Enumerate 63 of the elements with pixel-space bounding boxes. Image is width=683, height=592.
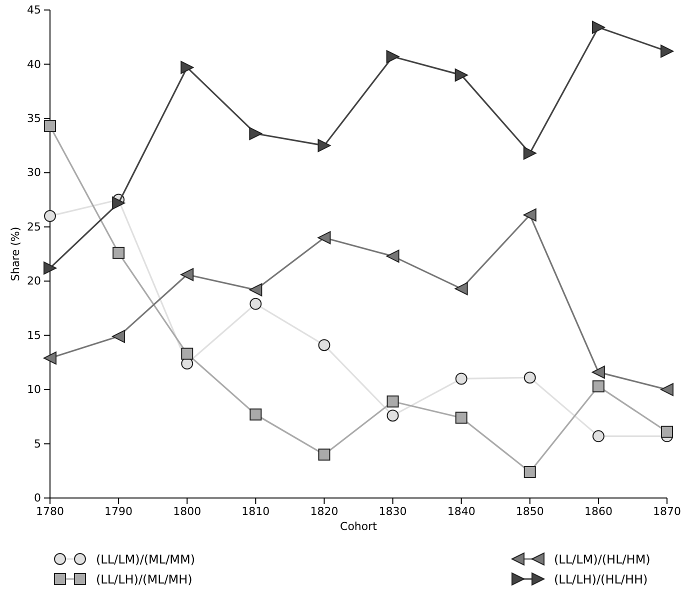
legend-label: (LL/LH)/(HL/HH)	[554, 572, 648, 586]
point	[386, 250, 400, 263]
point	[318, 448, 330, 461]
point	[386, 410, 399, 422]
point	[523, 146, 536, 160]
legend-label: (LL/LM)/(HL/HM)	[554, 552, 650, 566]
point	[249, 127, 262, 140]
x-tick-label: 1830	[378, 504, 407, 518]
y-tick-label: 20	[27, 274, 41, 288]
y-axis-title: Share (%)	[9, 226, 22, 282]
x-axis-title: Cohort	[340, 520, 378, 533]
x-tick-label: 1790	[104, 504, 133, 518]
point	[386, 395, 399, 408]
point	[455, 372, 468, 385]
y-tick-label: 35	[27, 112, 41, 125]
y-tick-label: 5	[34, 437, 41, 450]
point	[524, 372, 536, 384]
point	[180, 60, 194, 74]
point	[454, 68, 468, 82]
point	[112, 330, 126, 343]
x-tick-label: 1850	[516, 504, 544, 518]
point	[250, 298, 262, 310]
point	[181, 348, 194, 360]
y-tick-label: 30	[27, 166, 41, 180]
point	[455, 412, 468, 424]
y-tick-label: 15	[27, 328, 41, 342]
point	[112, 196, 126, 210]
point	[524, 466, 536, 478]
point	[180, 268, 194, 282]
point	[249, 283, 262, 296]
x-tick-label: 1810	[242, 504, 270, 518]
point	[250, 408, 262, 420]
point	[592, 380, 604, 392]
point	[112, 246, 125, 259]
point	[386, 50, 400, 64]
legend-label: (LL/LM)/(ML/MM)	[96, 552, 196, 566]
point	[44, 262, 56, 275]
point	[318, 139, 331, 152]
point	[661, 426, 673, 438]
point	[592, 20, 605, 34]
point	[523, 208, 536, 222]
x-tick-label: 1780	[36, 504, 64, 518]
point	[592, 366, 605, 379]
point	[592, 430, 604, 442]
point	[660, 44, 674, 58]
x-tick-label: 1820	[310, 504, 338, 518]
y-tick-label: 40	[27, 58, 41, 71]
point	[454, 282, 468, 296]
point	[44, 352, 56, 365]
legend-label: (LL/LH)/(ML/MH)	[96, 572, 192, 586]
point	[44, 120, 56, 132]
point	[660, 383, 674, 396]
y-tick-label: 0	[34, 492, 41, 505]
x-tick-label: 1860	[584, 504, 612, 518]
y-tick-label: 10	[27, 383, 41, 396]
y-tick-label: 25	[27, 220, 41, 234]
x-tick-label: 1870	[653, 504, 681, 518]
y-tick-label: 45	[27, 4, 41, 17]
point	[44, 210, 56, 222]
point	[318, 231, 331, 244]
point	[318, 339, 330, 352]
x-tick-label: 1800	[173, 504, 202, 518]
x-tick-label: 1840	[447, 504, 476, 518]
